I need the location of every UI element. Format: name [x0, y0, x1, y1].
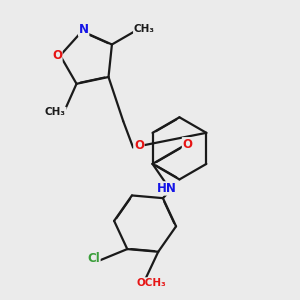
Text: CH₃: CH₃ [45, 107, 66, 118]
Text: CH₃: CH₃ [134, 24, 155, 34]
Text: OCH₃: OCH₃ [136, 278, 166, 288]
Text: Cl: Cl [87, 252, 100, 266]
Text: N: N [79, 23, 89, 36]
Text: O: O [52, 49, 62, 62]
Text: O: O [182, 138, 193, 151]
Text: HN: HN [157, 182, 176, 195]
Text: O: O [134, 139, 144, 152]
